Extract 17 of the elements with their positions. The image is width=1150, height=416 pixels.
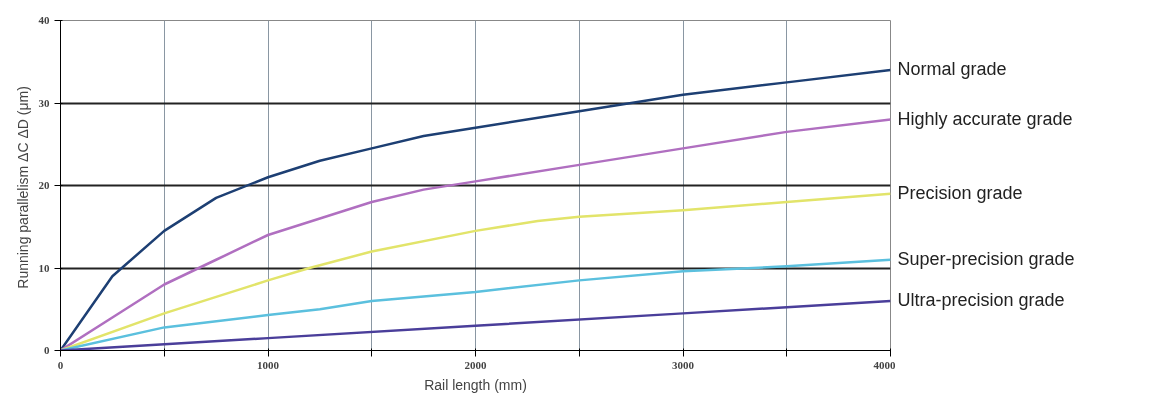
x-tick-label: 4000 xyxy=(873,358,896,371)
series-label: Super-precision grade xyxy=(897,248,1075,269)
y-tick-label: 0 xyxy=(44,344,50,356)
x-tick-label: 2000 xyxy=(464,358,487,371)
x-tick-label: 0 xyxy=(57,358,64,371)
series-label: Ultra-precision grade xyxy=(897,290,1065,310)
y-tick-label: 40 xyxy=(38,14,50,26)
x-tick-label: 1000 xyxy=(257,358,280,371)
series-label: Normal grade xyxy=(897,59,1007,79)
y-tick-label: 20 xyxy=(38,179,50,191)
y-axis-title: Running parallelism ΔC ΔD (μm) xyxy=(14,86,31,289)
x-tick-label: 3000 xyxy=(672,358,695,371)
y-tick-label: 30 xyxy=(38,96,50,109)
series-label: Precision grade xyxy=(897,182,1023,203)
x-axis-title: Rail length (mm) xyxy=(424,376,527,393)
series-label: Highly accurate grade xyxy=(897,108,1073,129)
y-tick-label: 10 xyxy=(38,261,50,274)
